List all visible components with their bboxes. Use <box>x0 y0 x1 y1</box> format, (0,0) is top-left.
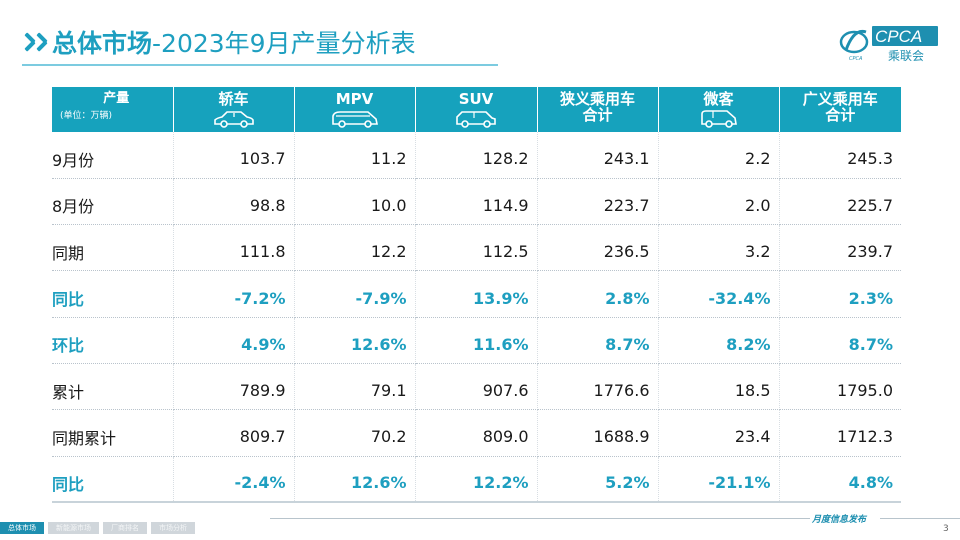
table-cell: 245.3 <box>779 132 901 179</box>
page-number: 3 <box>943 524 949 534</box>
header-mpv: MPV <box>294 87 416 132</box>
table-row: 同期累计 809.7 70.2 809.0 1688.9 23.4 1712.3 <box>52 409 901 457</box>
table-cell: 2.2 <box>658 132 780 179</box>
page-title-bar: 总体市场 -2023年9月产量分析表 <box>22 22 416 62</box>
table-cell: 11.2 <box>294 132 416 179</box>
footer-tab-maker-ranking[interactable]: 厂商排名 <box>103 522 147 534</box>
table-cell: -7.9% <box>294 270 416 318</box>
row-label: 同比 <box>52 456 174 504</box>
row-label: 同期 <box>52 224 174 272</box>
mpv-icon <box>331 111 378 128</box>
table-cell: 236.5 <box>537 224 659 272</box>
table-cell: 10.0 <box>294 178 416 226</box>
table-cell: 1688.9 <box>537 409 659 457</box>
table-cell: 907.6 <box>415 363 538 411</box>
footer-tab-nev-market[interactable]: 新能源市场 <box>48 522 99 534</box>
logo-emblem-text: CPCA <box>849 56 863 62</box>
minivan-icon <box>700 110 737 128</box>
table-cell: 98.8 <box>173 178 295 226</box>
table-cell: 112.5 <box>415 224 538 272</box>
table-cell: 8.2% <box>658 317 780 364</box>
table-cell: -32.4% <box>658 270 780 318</box>
footer-tab-market-analysis[interactable]: 市场分析 <box>151 522 195 534</box>
table-cell: 3.2 <box>658 224 780 272</box>
table-cell: 225.7 <box>779 178 901 226</box>
table-cell: 2.8% <box>537 270 659 318</box>
double-chevron-icon <box>22 31 46 53</box>
table-row: 同比 -7.2% -7.9% 13.9% 2.8% -32.4% 2.3% <box>52 270 901 318</box>
header-suv: SUV <box>415 87 538 132</box>
footer-divider <box>270 518 810 519</box>
table-cell: 2.3% <box>779 270 901 318</box>
table-cell: 12.2% <box>415 456 538 504</box>
table-cell: 243.1 <box>537 132 659 179</box>
table-cell: 8.7% <box>537 317 659 364</box>
table-cell: -7.2% <box>173 270 295 318</box>
table-cell: 1712.3 <box>779 409 901 457</box>
footer-divider-right <box>880 518 960 519</box>
table-cell: 2.0 <box>658 178 780 226</box>
table-cell: 223.7 <box>537 178 659 226</box>
table-cell: -21.1% <box>658 456 780 504</box>
table-cell: 23.4 <box>658 409 780 457</box>
cpca-logo: CPCA CPCA 乘联会 <box>839 26 938 63</box>
row-label: 同期累计 <box>52 409 174 457</box>
table-cell: 809.0 <box>415 409 538 457</box>
table-row: 同期 111.8 12.2 112.5 236.5 3.2 239.7 <box>52 224 901 272</box>
table-cell: 70.2 <box>294 409 416 457</box>
table-row: 环比 4.9% 12.6% 11.6% 8.7% 8.2% 8.7% <box>52 317 901 364</box>
table-cell: 12.6% <box>294 317 416 364</box>
title-underline <box>22 64 498 66</box>
table-cell: 114.9 <box>415 178 538 226</box>
footer-tab-total-market[interactable]: 总体市场 <box>0 522 44 534</box>
table-row: 同比 -2.4% 12.6% 12.2% 5.2% -21.1% 4.8% <box>52 456 901 504</box>
suv-icon <box>456 111 496 128</box>
header-narrow-total: 狭义乘用车 合计 <box>537 87 659 132</box>
production-table: 产量 (单位：万辆) 轿车 MPV SUV 狭义乘用车 合计 <box>52 87 901 504</box>
table-cell: 5.2% <box>537 456 659 504</box>
table-cell: 79.1 <box>294 363 416 411</box>
table-cell: 8.7% <box>779 317 901 364</box>
table-row: 累计 789.9 79.1 907.6 1776.6 18.5 1795.0 <box>52 363 901 411</box>
table-cell: 128.2 <box>415 132 538 179</box>
sedan-icon <box>213 111 254 128</box>
table-cell: 12.2 <box>294 224 416 272</box>
row-label: 同比 <box>52 270 174 318</box>
header-minivan: 微客 <box>658 87 780 132</box>
row-label: 环比 <box>52 317 174 364</box>
table-cell: 18.5 <box>658 363 780 411</box>
table-cell: 789.9 <box>173 363 295 411</box>
logo-text: CPCA <box>875 27 922 46</box>
logo-subtext: 乘联会 <box>888 49 924 63</box>
header-sedan: 轿车 <box>173 87 295 132</box>
table-cell: 111.8 <box>173 224 295 272</box>
table-cell: 1795.0 <box>779 363 901 411</box>
table-cell: 103.7 <box>173 132 295 179</box>
header-broad-total: 广义乘用车 合计 <box>779 87 901 132</box>
footer-tabs: 总体市场 新能源市场 厂商排名 市场分析 <box>0 522 199 534</box>
page-title: 总体市场 <box>52 29 153 58</box>
row-label: 8月份 <box>52 178 174 226</box>
table-header-row: 产量 (单位：万辆) 轿车 MPV SUV 狭义乘用车 合计 <box>52 87 901 132</box>
table-cell: 12.6% <box>294 456 416 504</box>
table-cell: 11.6% <box>415 317 538 364</box>
table-cell: 239.7 <box>779 224 901 272</box>
table-cell: -2.4% <box>173 456 295 504</box>
row-label: 累计 <box>52 363 174 411</box>
footer-release-label: 月度信息发布 <box>812 515 867 525</box>
table-cell: 4.9% <box>173 317 295 364</box>
table-row: 9月份 103.7 11.2 128.2 243.1 2.2 245.3 <box>52 132 901 179</box>
table-cell: 4.8% <box>779 456 901 504</box>
table-cell: 1776.6 <box>537 363 659 411</box>
table-cell: 13.9% <box>415 270 538 318</box>
page-subtitle: -2023年9月产量分析表 <box>152 29 416 58</box>
row-label: 9月份 <box>52 132 174 179</box>
header-corner: 产量 (单位：万辆) <box>52 87 174 132</box>
table-row: 8月份 98.8 10.0 114.9 223.7 2.0 225.7 <box>52 178 901 226</box>
table-cell: 809.7 <box>173 409 295 457</box>
